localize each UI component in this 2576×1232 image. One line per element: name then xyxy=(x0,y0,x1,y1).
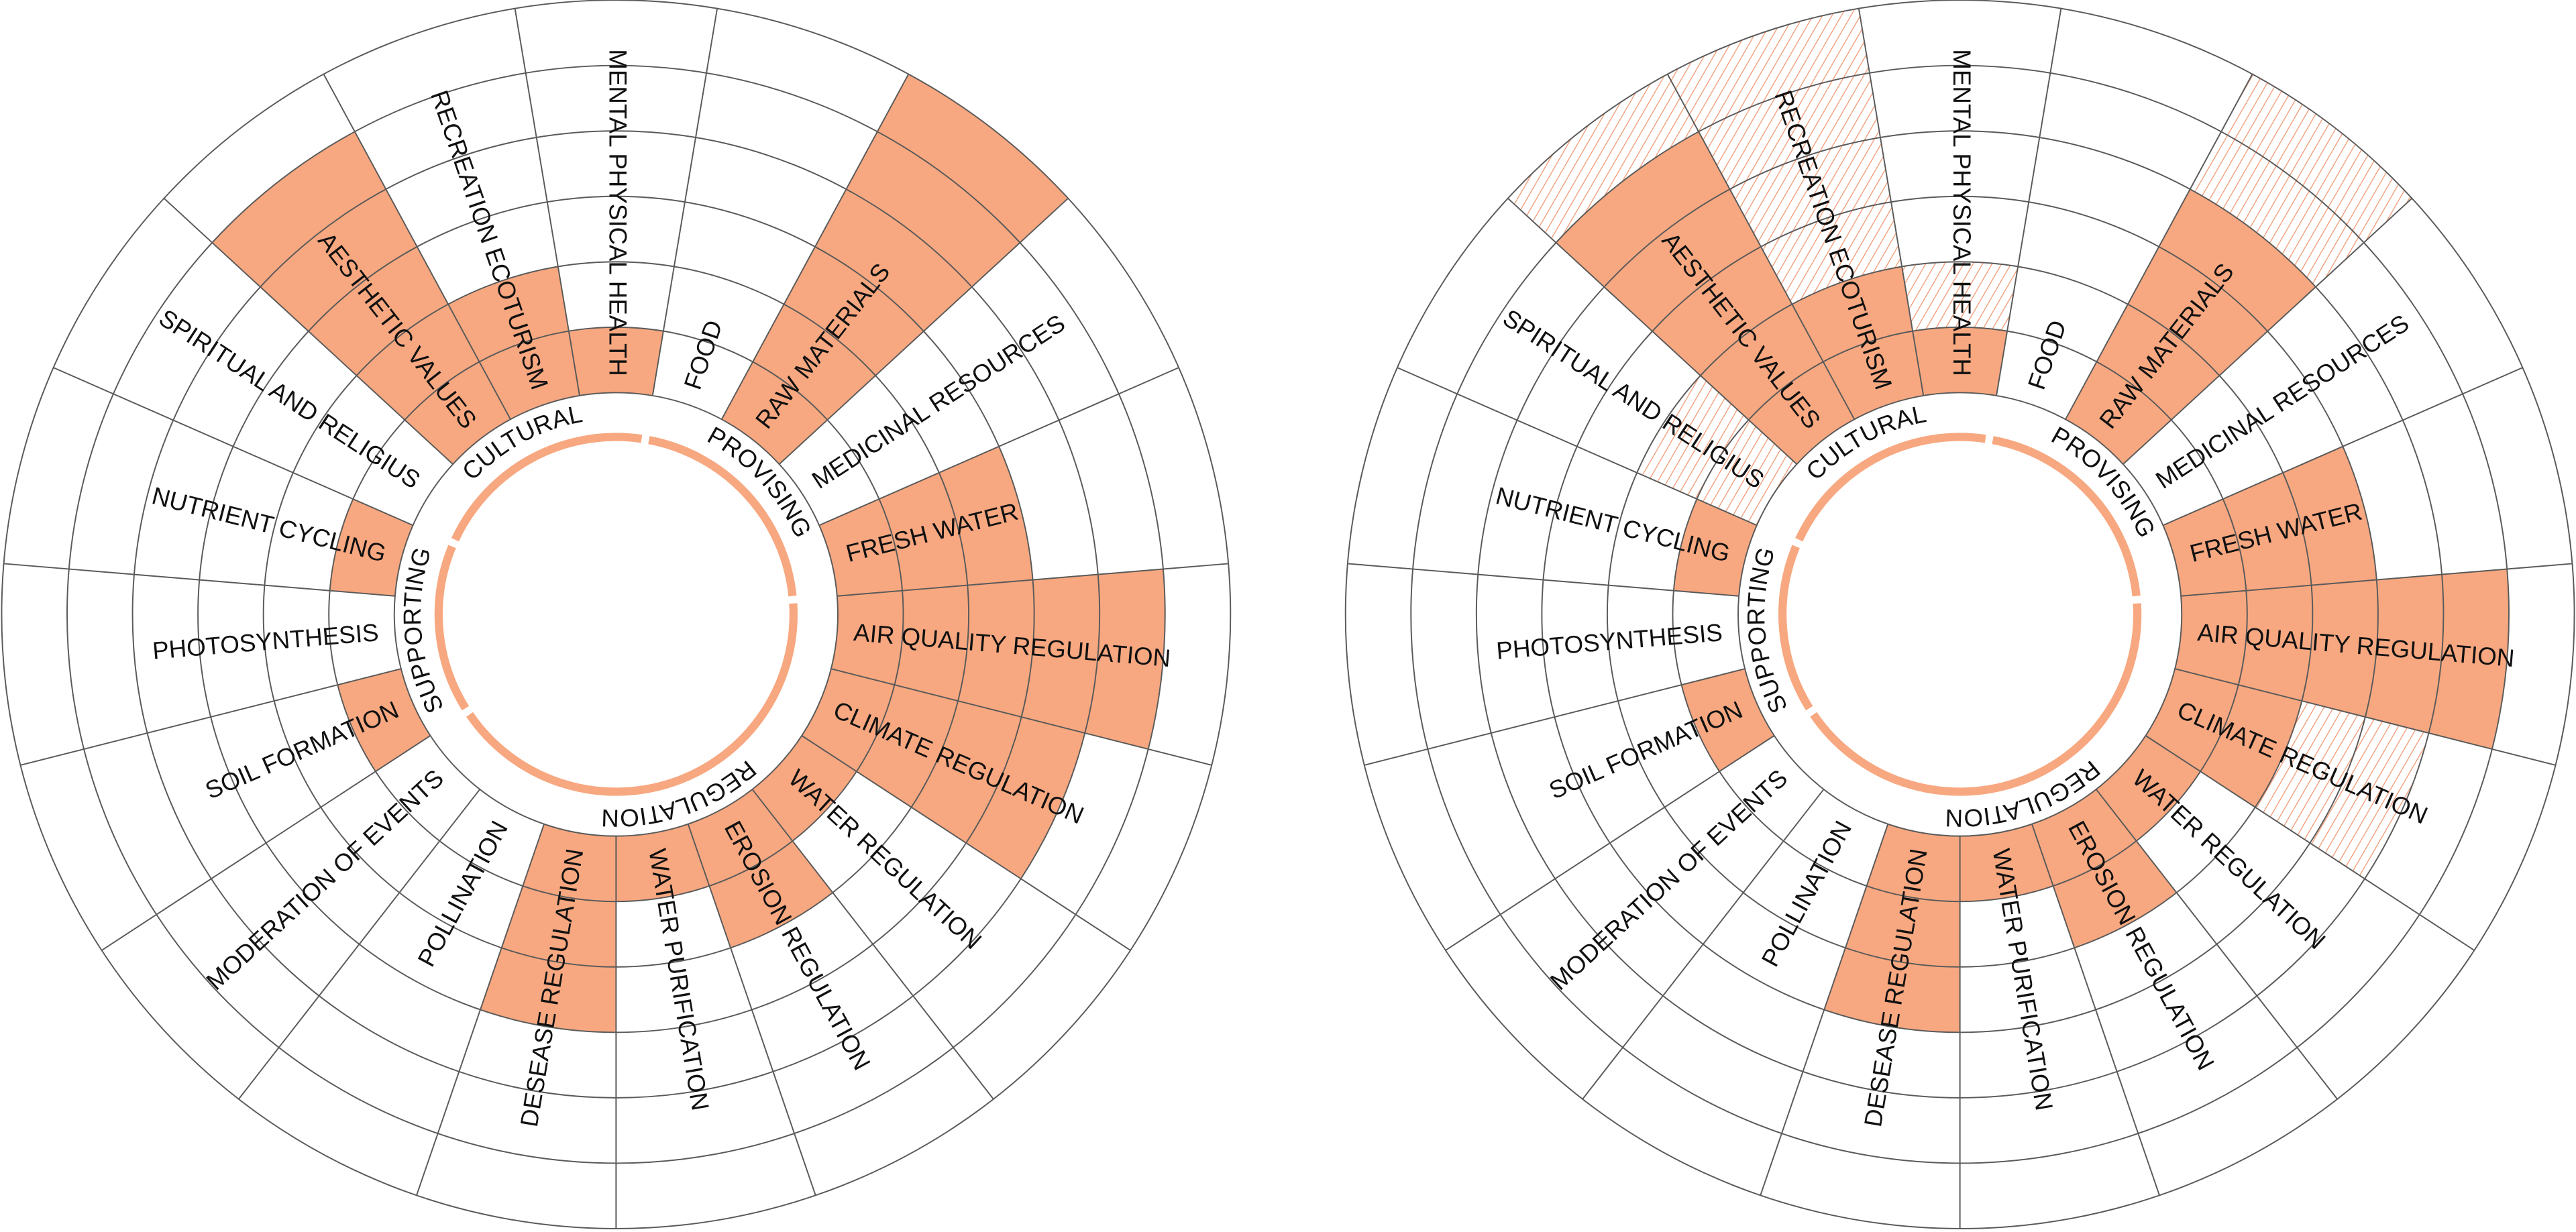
sector-bar xyxy=(1960,824,2053,902)
sector-divider xyxy=(1760,824,1889,1196)
sector-bar xyxy=(1673,499,1757,596)
sector-divider xyxy=(2181,563,2573,597)
right-chart: MENTAL PHYSICAL HEALTH FOOD RAW MATERIALSM… xyxy=(1345,0,2575,1229)
sector-divider xyxy=(323,74,511,420)
category-label: MENTAL PHYSICAL HEALTH xyxy=(604,49,632,376)
ring-grid-line xyxy=(1737,392,2183,837)
sector-bar xyxy=(2175,569,2510,749)
sector-divider xyxy=(818,367,1179,526)
sector-bar xyxy=(1913,327,2008,396)
sector-bar xyxy=(752,735,857,841)
sector-bar xyxy=(1824,824,1960,1033)
category-label: FOOD xyxy=(2023,317,2072,393)
sector-bar xyxy=(688,789,833,948)
sector-bar xyxy=(2145,669,2302,807)
sector-divider xyxy=(238,789,481,1100)
sector-divider xyxy=(1445,735,1775,951)
category-label: POLLINATION xyxy=(413,816,513,971)
sector-bar xyxy=(2065,189,2316,465)
group-arc xyxy=(1992,436,2141,597)
sector-divider xyxy=(1666,74,1856,420)
group-arc xyxy=(1795,433,1986,542)
sector-divider xyxy=(651,8,718,396)
sector-divider xyxy=(1507,197,1798,465)
sector-bar xyxy=(819,446,1033,596)
sector-divider xyxy=(2174,668,2556,766)
sector-bar xyxy=(2031,789,2177,948)
category-label: MODERATION OF EVENTS xyxy=(1545,764,1792,995)
sector-bar xyxy=(2163,446,2377,596)
group-arc xyxy=(1810,603,2142,796)
sector-divider xyxy=(1347,563,1739,597)
sector-divider xyxy=(2031,824,2160,1196)
sector-divider xyxy=(751,789,994,1100)
sector-bar xyxy=(1792,266,1924,420)
group-arc xyxy=(434,545,470,711)
sector-divider xyxy=(20,668,402,766)
sector-divider xyxy=(687,824,816,1196)
left-chart: MENTAL PHYSICAL HEALTH FOOD RAW MATERIALSM… xyxy=(1,0,1231,1229)
sector-divider xyxy=(1582,789,1825,1100)
sector-bar xyxy=(212,131,511,465)
sector-divider xyxy=(1996,8,2062,396)
sector-divider xyxy=(1397,367,1758,526)
sector-divider xyxy=(2145,735,2475,951)
ring-grid-line xyxy=(393,392,839,837)
sector-bar xyxy=(802,669,1085,879)
sector-divider xyxy=(778,197,1069,465)
sector-divider xyxy=(1858,8,1925,396)
category-label: MENTAL PHYSICAL HEALTH xyxy=(1948,49,1976,376)
sector-bar xyxy=(830,569,1165,749)
sector-divider xyxy=(720,74,910,420)
sector-bar xyxy=(329,499,413,596)
sector-bar xyxy=(448,266,580,420)
sector-divider xyxy=(830,668,1212,766)
sector-bar xyxy=(480,824,616,1033)
group-arc xyxy=(1778,545,1813,711)
category-label: FOOD xyxy=(679,317,728,393)
sector-divider xyxy=(837,563,1229,597)
sector-bar xyxy=(568,327,663,396)
group-arc xyxy=(648,436,797,597)
sector-divider xyxy=(163,197,453,465)
sector-divider xyxy=(801,735,1131,951)
hatched-sector xyxy=(1637,375,1797,526)
sector-divider xyxy=(2065,74,2253,420)
sector-bar xyxy=(616,824,710,902)
sector-divider xyxy=(2163,367,2523,526)
sector-bar xyxy=(1556,131,1855,465)
sector-divider xyxy=(2123,197,2413,465)
sector-divider xyxy=(514,8,580,396)
group-arc xyxy=(451,433,643,542)
sector-bar xyxy=(721,74,1069,465)
sector-divider xyxy=(3,563,395,597)
sector-divider xyxy=(2095,789,2338,1100)
category-label: MODERATION OF EVENTS xyxy=(201,764,449,995)
sector-divider xyxy=(53,367,413,526)
sector-divider xyxy=(1364,668,1746,766)
sector-divider xyxy=(101,735,431,951)
category-label: POLLINATION xyxy=(1756,816,1857,971)
group-arc xyxy=(466,603,798,796)
sector-bar xyxy=(2096,735,2201,841)
sector-divider xyxy=(416,824,545,1196)
